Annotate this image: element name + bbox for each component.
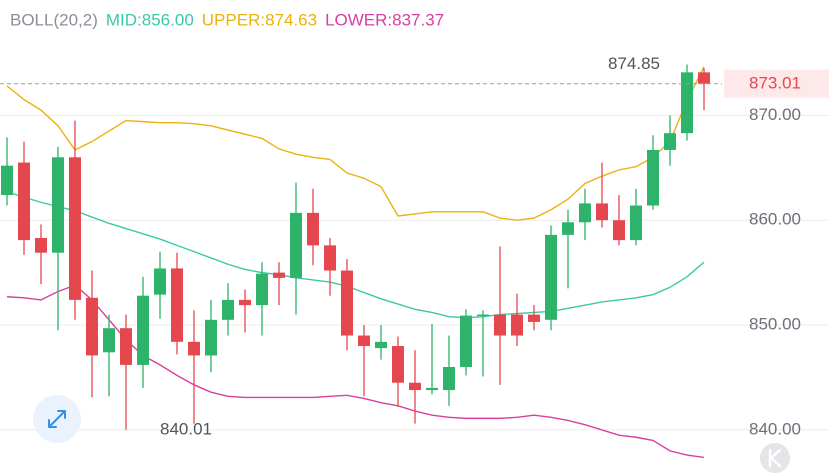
candle-body [307,212,319,246]
candle-body [239,299,251,306]
candle-body [647,149,659,206]
candle-body [477,314,489,317]
candle-body [664,133,676,150]
candle-body [324,245,336,271]
candle-body [630,205,642,241]
candle-body [579,203,591,223]
candle-body [120,328,132,365]
candle-body [188,341,200,356]
candle-body [171,268,183,342]
candle-body [358,335,370,347]
y-tick-label: 860.00 [749,210,801,229]
candle-body [409,382,421,391]
candle-body [69,157,81,300]
candle-body [52,157,64,253]
candle-body [154,268,166,295]
candle-body [545,234,557,320]
candle-body [222,299,234,320]
candle-body [528,314,540,322]
candle-body [205,319,217,356]
candle-body [392,346,404,383]
candle-body [137,295,149,365]
band-line [6,66,705,221]
logo [760,443,790,473]
candle-body [86,297,98,356]
candle-body [426,387,438,391]
band-line [6,284,705,459]
candle-body [341,270,353,336]
high-annotation: 874.85 [608,54,660,73]
candle-body [443,366,455,391]
candle-body [103,328,115,353]
legend-entry: UPPER:874.63 [202,10,317,29]
candle-body [1,165,13,196]
candle-body [375,341,387,349]
logo-mark [768,448,782,468]
y-tick-label: 870.00 [749,105,801,124]
current-price-box [724,69,829,98]
expand-icon[interactable] [48,410,66,428]
low-annotation: 840.01 [160,419,212,438]
indicator-name: BOLL(20,2) [10,10,98,29]
candle-body [562,222,574,235]
candle-body [290,212,302,278]
candle-body [256,273,268,306]
candle-body [681,72,693,134]
candle-body [273,272,285,278]
legend-entry: MID:856.00 [106,10,194,29]
y-tick-label: 850.00 [749,315,801,334]
candle-body [494,314,506,336]
candle-body [511,314,523,336]
logo-bg [760,443,790,473]
candle-body [596,203,608,221]
candle-body [35,238,47,253]
candle-body [698,72,710,84]
candle-body [460,315,472,367]
legend-entry: LOWER:837.37 [325,10,444,29]
candle-body [18,162,30,241]
band-line [6,191,705,319]
candle-body [613,220,625,241]
y-tick-label: 840.00 [749,419,801,438]
current-price-label: 873.01 [749,73,801,92]
expand-button[interactable] [33,395,81,443]
